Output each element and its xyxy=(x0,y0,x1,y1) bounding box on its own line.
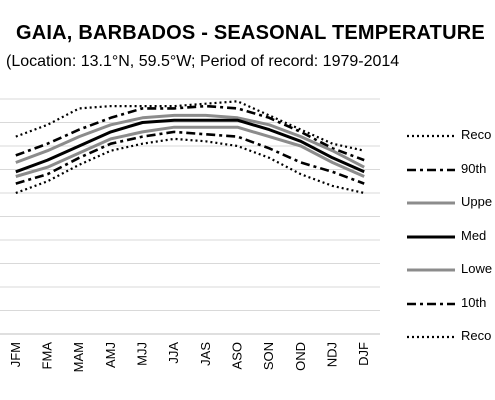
x-tick-label: FMA xyxy=(40,342,55,370)
series-line-2 xyxy=(15,104,365,162)
legend-label: 90th xyxy=(461,160,487,176)
x-tick-label: AMJ xyxy=(103,342,118,368)
series-line-6 xyxy=(15,130,365,185)
series-line-5 xyxy=(15,125,365,178)
legend-label: Reco xyxy=(461,127,492,142)
chart-title: GAIA, BARBADOS - SEASONAL TEMPERATURE xyxy=(16,22,485,44)
x-tick-label: NDJ xyxy=(325,342,340,367)
legend-label: Lowe xyxy=(461,261,493,276)
x-tick-label: JAS xyxy=(198,342,213,366)
x-tick-label: ASO xyxy=(230,342,245,369)
x-tick-label: MAM xyxy=(71,342,86,372)
x-tick-label: DJF xyxy=(356,342,371,366)
legend-swatch xyxy=(407,268,455,272)
legend-swatch xyxy=(407,335,455,339)
legend-swatch xyxy=(407,235,455,238)
legend-swatch xyxy=(407,168,455,171)
chart-subtitle: (Location: 13.1°N, 59.5°W; Period of rec… xyxy=(6,53,400,70)
series-line-4 xyxy=(15,118,365,174)
legend-label: Reco xyxy=(461,328,492,343)
series-line-3 xyxy=(15,113,365,169)
legend-swatch xyxy=(407,201,455,205)
gridlines xyxy=(0,98,380,335)
series-line-1 xyxy=(15,100,365,152)
x-tick-label: OND xyxy=(293,342,308,371)
legend-swatch xyxy=(407,302,455,305)
x-tick-label: JFM xyxy=(8,342,23,367)
x-tick-label: JJA xyxy=(166,342,181,364)
x-tick-label: MJJ xyxy=(135,342,150,366)
x-tick-labels: JFM FMA MAM AMJ MJJ JJA JAS ASO SON OND NDJ DJF xyxy=(8,342,371,373)
legend-swatch xyxy=(407,134,455,138)
legend-label: Med xyxy=(461,227,487,243)
legend-label: Uppe xyxy=(461,194,493,209)
legend-label: 10th xyxy=(461,294,487,310)
series-lines xyxy=(15,100,365,195)
x-tick-label: SON xyxy=(261,342,276,370)
